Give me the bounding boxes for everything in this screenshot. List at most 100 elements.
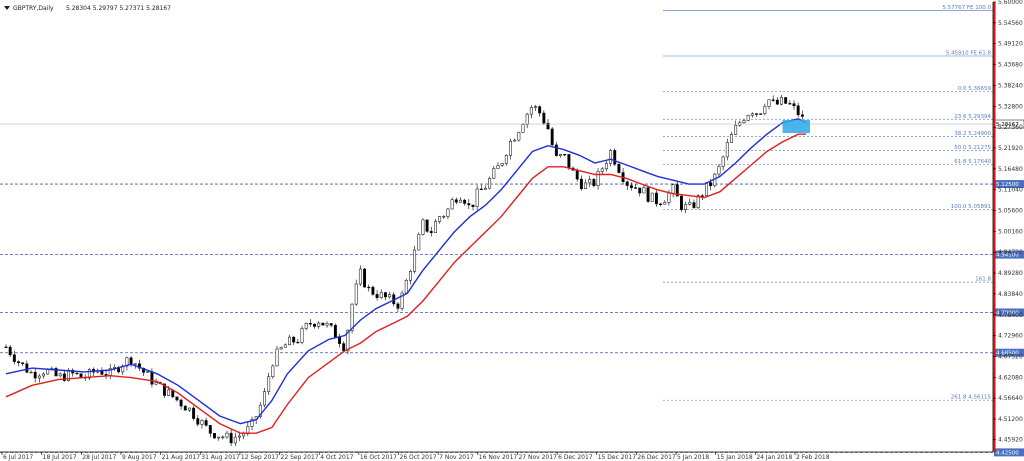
x-tick-label: 15 Jan 2018: [717, 454, 753, 461]
y-tick-label: 5.43680: [998, 62, 1023, 69]
candle-body: [709, 182, 713, 187]
x-tick-label: 2 Feb 2018: [796, 454, 830, 461]
candle-body: [613, 150, 617, 165]
candle-body: [25, 363, 29, 373]
x-tick-label: 9 Aug 2017: [122, 454, 157, 461]
candle-body: [688, 202, 692, 205]
ema-slow-line: [5, 133, 806, 434]
symbol-label: GBPTRY,Daily: [13, 5, 54, 12]
level-tag-label: 4.42500: [996, 450, 1019, 456]
candle-body: [192, 407, 196, 419]
level-tag: [994, 180, 1024, 189]
candle-body: [404, 280, 408, 294]
candle-body: [459, 199, 462, 203]
candle-body: [133, 363, 137, 365]
candle-body: [350, 303, 354, 331]
candle-body: [196, 418, 200, 425]
candle-body: [367, 286, 371, 289]
y-tick-label: 5.49120: [998, 41, 1023, 48]
candle-body: [146, 371, 150, 373]
candle-body: [763, 106, 767, 115]
level-tag-label: 4.68500: [996, 351, 1019, 357]
candle-body: [788, 103, 792, 105]
y-tick-label: 4.51200: [998, 416, 1023, 423]
candle-body: [567, 154, 571, 169]
x-tick-label: 28 Jul 2017: [82, 454, 116, 461]
level-tag-label: 5.12500: [996, 182, 1019, 188]
fib-label: 23.6 5.29394: [954, 114, 991, 120]
candle-body: [258, 404, 262, 417]
y-tick-label: 5.05600: [998, 208, 1023, 215]
candle-body: [671, 184, 675, 194]
candle-body: [87, 369, 91, 379]
current-price-label: 5.28167: [996, 122, 1019, 128]
y-tick-label: 4.78400: [998, 312, 1023, 319]
candle-body: [734, 124, 738, 135]
candle-body: [283, 344, 287, 348]
price-axis[interactable]: 5.60000 5.54560 5.49120 5.43680 5.38240 5.328…: [992, 0, 1023, 452]
fib-label: 100.0 5.05891: [951, 204, 991, 210]
candle-body: [492, 168, 496, 179]
chevron-down-icon[interactable]: [4, 6, 10, 10]
time-axis[interactable]: 6 Jul 2017 18 Jul 2017 28 Jul 2017 9 Aug 20…: [0, 451, 993, 461]
candle-body: [663, 202, 667, 205]
x-tick-label: 5 Jan 2018: [677, 454, 709, 461]
y-tick-label: 4.45920: [998, 436, 1023, 443]
candle-body: [150, 371, 154, 385]
candle-body: [58, 373, 62, 377]
candle-body: [154, 382, 158, 385]
candle-body: [542, 112, 546, 124]
candle-body: [509, 140, 512, 156]
candle-body: [546, 122, 550, 130]
candle-body: [775, 99, 779, 105]
y-tick-label: 5.54560: [998, 20, 1023, 27]
candle-body: [450, 199, 454, 210]
fib-label: 5.45910 FE 61.8: [946, 51, 992, 57]
y-tick-label: 5.38240: [998, 82, 1023, 89]
candle-body: [579, 178, 583, 189]
candle-body: [659, 203, 663, 206]
candle-body: [250, 419, 254, 427]
candle-body: [609, 150, 613, 164]
candle-body: [517, 132, 521, 141]
candle-body: [188, 407, 191, 411]
candle-body: [333, 325, 337, 338]
candle-body: [267, 376, 271, 392]
x-tick-label: 26 Oct 2017: [400, 454, 437, 461]
candle-body: [213, 433, 216, 439]
candle-body: [75, 372, 79, 375]
level-tag: [994, 308, 1024, 317]
candle-body: [42, 373, 45, 377]
candle-body: [596, 171, 600, 187]
candle-body: [388, 294, 392, 298]
candle-body: [179, 399, 183, 407]
candle-body: [225, 432, 229, 438]
candle-body: [667, 192, 671, 203]
candle-body: [705, 182, 708, 197]
candle-body: [438, 216, 442, 222]
candle-body: [646, 187, 650, 202]
candle-body: [317, 322, 321, 327]
candle-body: [342, 343, 346, 352]
candle-body: [229, 432, 233, 444]
candle-body: [471, 204, 475, 207]
candle-body: [584, 182, 587, 189]
candle-body: [200, 420, 204, 425]
x-tick-label: 22 Sep 2017: [281, 454, 319, 461]
candle-body: [521, 124, 525, 133]
level-tag-label: 4.79000: [996, 310, 1019, 316]
x-tick-label: 15 Dec 2017: [598, 454, 637, 461]
candle-body: [54, 368, 58, 377]
candle-body: [563, 153, 567, 156]
candle-body: [358, 268, 362, 285]
candle-body: [554, 144, 558, 156]
candle-body: [12, 354, 16, 362]
candle-body: [475, 188, 479, 207]
candle-body: [4, 346, 8, 349]
candle-body: [300, 328, 304, 343]
candle-body: [417, 234, 421, 251]
candle-body: [37, 375, 41, 379]
candle-body: [363, 268, 367, 288]
candle-body: [79, 373, 83, 378]
